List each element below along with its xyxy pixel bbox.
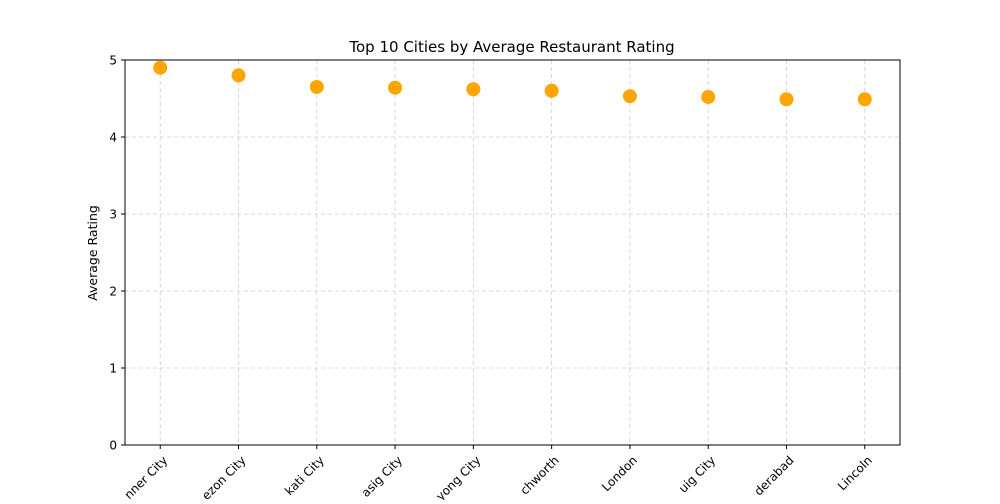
x-tick-label: uig City: [676, 453, 718, 495]
x-tick-label: Lincoln: [835, 453, 875, 493]
data-point: [701, 89, 716, 104]
x-tick-label: chworth: [517, 453, 561, 497]
x-axis: nner City ezon City kati City asig City yong…: [122, 445, 875, 500]
x-tick-label: nner City: [122, 453, 171, 500]
data-points: [153, 60, 872, 107]
x-tick-label: London: [599, 453, 640, 494]
x-tick-label: ezon City: [199, 453, 248, 500]
chart-title: Top 10 Cities by Average Restaurant Rati…: [348, 38, 674, 56]
x-tick-label: yong City: [433, 453, 483, 500]
grid-lines: [125, 59, 900, 446]
y-tick-label: 3: [109, 208, 117, 222]
x-tick-label: asig City: [359, 453, 406, 500]
data-point: [544, 83, 559, 98]
data-point: [622, 89, 637, 104]
data-point: [857, 92, 872, 107]
y-axis-label: Average Rating: [85, 205, 100, 301]
y-tick-label: 5: [109, 54, 117, 68]
y-axis: 0 1 2 3 4 5: [109, 54, 125, 453]
y-tick-label: 0: [109, 439, 117, 453]
plot-frame: [124, 59, 901, 446]
y-tick-label: 2: [109, 285, 117, 299]
data-point: [466, 82, 481, 97]
data-point: [231, 68, 246, 83]
y-tick-label: 1: [109, 362, 117, 376]
x-tick-label: derabad: [751, 453, 796, 498]
x-tick-label: kati City: [282, 453, 327, 498]
data-point: [153, 60, 168, 75]
data-point: [309, 79, 324, 94]
y-tick-label: 4: [109, 131, 117, 145]
data-point: [388, 80, 403, 95]
data-point: [779, 92, 794, 107]
